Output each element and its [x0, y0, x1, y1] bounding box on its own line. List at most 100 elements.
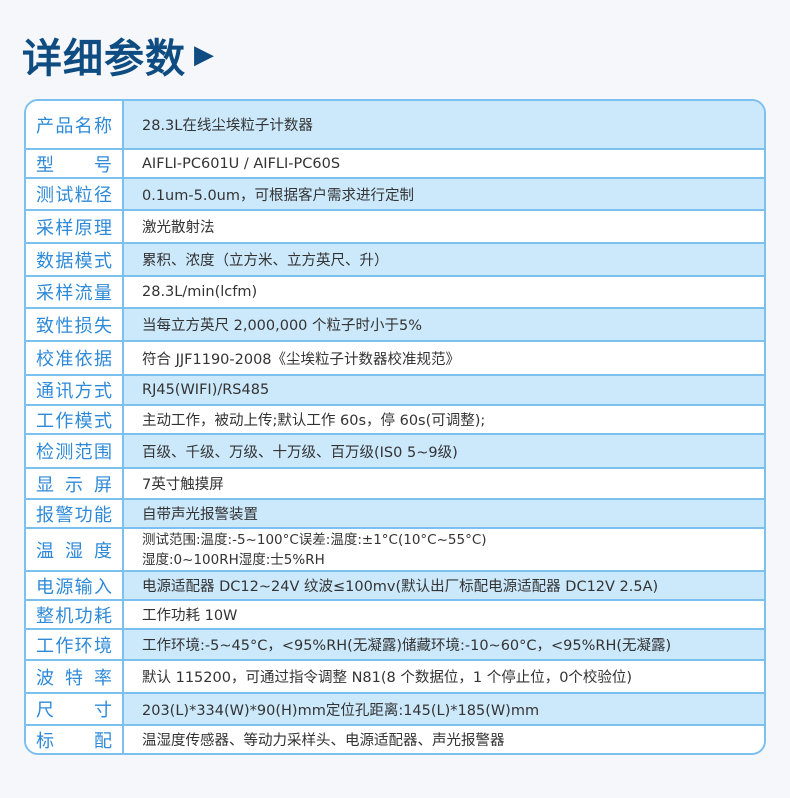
row-label-text: 通讯方式	[36, 381, 112, 402]
row-label: 整机功耗	[26, 601, 124, 628]
row-value-line: RJ45(WIFI)/RS485	[142, 382, 270, 398]
row-label: 采样原理	[26, 211, 124, 242]
row-label-text: 检测范围	[36, 442, 112, 463]
row-label: 检测范围	[26, 435, 124, 467]
row-value: 28.3L在线尘埃粒子计数器	[124, 101, 764, 148]
table-row: 标 配 温湿度传感器、等动力采样头、电源适配器、声光报警器	[26, 724, 764, 753]
row-value: RJ45(WIFI)/RS485	[124, 376, 764, 404]
row-label-text: 致性损失	[36, 315, 112, 337]
row-value-line: 203(L)*334(W)*90(H)mm定位孔距离:145(L)*185(W)…	[142, 702, 540, 719]
row-value: 默认 115200，可通过指令调整 N81(8 个数据位，1 个停止位，0个校验…	[124, 661, 764, 692]
table-row: 电源输入 电源适配器 DC12~24V 纹波≤100mv(默认出厂标配电源适配器 …	[26, 570, 764, 599]
table-row: 温湿度 测试范围:温度:-5~100°C误差:温度:±1°C(10°C~55°C)…	[26, 527, 764, 570]
row-label: 电源输入	[26, 572, 124, 599]
row-label-text: 报警功能	[36, 504, 112, 526]
row-label: 波特率	[26, 661, 124, 692]
row-label: 显示屏	[26, 469, 124, 498]
table-row: 整机功耗 工作功耗 10W	[26, 599, 764, 628]
row-label-text: 型 号	[36, 154, 112, 176]
row-value: 工作环境:-5~45°C，<95%RH(无凝露)储藏环境:-10~60°C，<9…	[124, 630, 764, 659]
row-label: 致性损失	[26, 309, 124, 340]
row-value-line: 默认 115200，可通过指令调整 N81(8 个数据位，1 个停止位，0个校验…	[142, 670, 633, 686]
page-title-text: 详细参数	[22, 36, 186, 82]
row-label-text: 显示屏	[36, 474, 112, 496]
row-label-text: 采样原理	[36, 217, 112, 239]
row-label-text: 整机功耗	[36, 605, 112, 627]
row-value-line: 28.3L/min(lcfm)	[142, 284, 258, 300]
row-label: 通讯方式	[26, 376, 124, 404]
table-row: 检测范围 百级、千级、万级、十万级、百万级(IS0 5~9级)	[26, 433, 764, 467]
row-value-line: 0.1um-5.0um，可根据客户需求进行定制	[142, 187, 414, 204]
table-row: 通讯方式 RJ45(WIFI)/RS485	[26, 374, 764, 404]
row-value: 电源适配器 DC12~24V 纹波≤100mv(默认出厂标配电源适配器 DC12…	[124, 572, 764, 599]
row-label: 数据模式	[26, 244, 124, 275]
row-value: 当每立方英尺 2,000,000 个粒子时小于5%	[124, 309, 764, 340]
row-value-line: 百级、千级、万级、十万级、百万级(IS0 5~9级)	[142, 444, 458, 461]
table-row: 产品名称 28.3L在线尘埃粒子计数器	[26, 101, 764, 148]
table-row: 波特率 默认 115200，可通过指令调整 N81(8 个数据位，1 个停止位，0…	[26, 659, 764, 692]
row-label: 采样流量	[26, 277, 124, 307]
row-value: 测试范围:温度:-5~100°C误差:温度:±1°C(10°C~55°C) 湿度:…	[124, 529, 764, 570]
table-row: 测试粒径 0.1um-5.0um，可根据客户需求进行定制	[26, 177, 764, 209]
table-row: 显示屏 7英寸触摸屏	[26, 467, 764, 498]
row-value-line: 电源适配器 DC12~24V 纹波≤100mv(默认出厂标配电源适配器 DC12…	[142, 579, 659, 595]
table-row: 报警功能 自带声光报警装置	[26, 498, 764, 527]
table-row: 校准依据 符合 JJF1190-2008《尘埃粒子计数器校准规范》	[26, 340, 764, 374]
row-value: 符合 JJF1190-2008《尘埃粒子计数器校准规范》	[124, 342, 764, 374]
row-label-text: 工作模式	[36, 410, 112, 432]
table-row: 型 号 AIFLI-PC601U / AIFLI-PC60S	[26, 148, 764, 177]
table-row: 工作环境 工作环境:-5~45°C，<95%RH(无凝露)储藏环境:-10~60°…	[26, 628, 764, 659]
row-label: 测试粒径	[26, 179, 124, 209]
row-label: 报警功能	[26, 500, 124, 527]
row-label-text: 测试粒径	[36, 185, 112, 206]
spec-table: 产品名称 28.3L在线尘埃粒子计数器型 号 AIFLI-PC601U / AIFL…	[24, 99, 766, 755]
table-row: 工作模式 主动工作，被动上传;默认工作 60s，停 60s(可调整);	[26, 404, 764, 433]
row-value-line: 工作环境:-5~45°C，<95%RH(无凝露)储藏环境:-10~60°C，<9…	[142, 638, 672, 654]
table-row: 致性损失 当每立方英尺 2,000,000 个粒子时小于5%	[26, 307, 764, 340]
row-value: 28.3L/min(lcfm)	[124, 277, 764, 307]
row-value: 累积、浓度（立方米、立方英尺、升）	[124, 244, 764, 275]
row-value: 0.1um-5.0um，可根据客户需求进行定制	[124, 179, 764, 209]
row-label-text: 校准依据	[36, 349, 112, 370]
row-value-line: 湿度:0~100RH湿度:士5%RH	[142, 551, 325, 568]
row-value-line: 7英寸触摸屏	[142, 477, 224, 493]
row-value-line: 激光散射法	[142, 220, 215, 236]
row-label: 产品名称	[26, 101, 124, 148]
row-value: 温湿度传感器、等动力采样头、电源适配器、声光报警器	[124, 726, 764, 753]
row-label-text: 采样流量	[36, 283, 112, 304]
row-value-line: AIFLI-PC601U / AIFLI-PC60S	[142, 155, 341, 172]
row-label-text: 电源输入	[36, 576, 112, 598]
row-label: 标 配	[26, 726, 124, 753]
row-value-line: 主动工作，被动上传;默认工作 60s，停 60s(可调整);	[142, 413, 486, 429]
row-value-line: 工作功耗 10W	[142, 608, 238, 624]
row-value: AIFLI-PC601U / AIFLI-PC60S	[124, 150, 764, 177]
row-label: 型 号	[26, 150, 124, 177]
row-label: 工作环境	[26, 630, 124, 659]
row-value-line: 测试范围:温度:-5~100°C误差:温度:±1°C(10°C~55°C)	[142, 531, 487, 548]
row-value: 百级、千级、万级、十万级、百万级(IS0 5~9级)	[124, 435, 764, 467]
table-row: 数据模式 累积、浓度（立方米、立方英尺、升）	[26, 242, 764, 275]
row-label: 温湿度	[26, 529, 124, 570]
row-value: 工作功耗 10W	[124, 601, 764, 628]
table-row: 尺 寸 203(L)*334(W)*90(H)mm定位孔距离:145(L)*185…	[26, 692, 764, 724]
row-value-line: 累积、浓度（立方米、立方英尺、升）	[142, 253, 389, 269]
row-label-text: 尺 寸	[36, 700, 112, 721]
row-label: 校准依据	[26, 342, 124, 374]
row-value-line: 28.3L在线尘埃粒子计数器	[142, 118, 313, 134]
row-value: 激光散射法	[124, 211, 764, 242]
row-label-text: 产品名称	[36, 115, 112, 137]
row-label-text: 标 配	[36, 730, 112, 752]
row-label-text: 工作环境	[36, 635, 112, 657]
row-value: 主动工作，被动上传;默认工作 60s，停 60s(可调整);	[124, 406, 764, 433]
page-title: 详细参数 ▶	[22, 26, 215, 84]
row-value-line: 当每立方英尺 2,000,000 个粒子时小于5%	[142, 318, 423, 334]
triangle-right-icon: ▶	[194, 40, 215, 70]
row-value-line: 符合 JJF1190-2008《尘埃粒子计数器校准规范》	[142, 351, 461, 368]
row-value-line: 温湿度传感器、等动力采样头、电源适配器、声光报警器	[142, 733, 505, 749]
row-label-text: 数据模式	[36, 250, 112, 272]
row-label-text: 温湿度	[36, 540, 112, 562]
row-label-text: 波特率	[36, 667, 112, 689]
row-value: 7英寸触摸屏	[124, 469, 764, 498]
row-label: 尺 寸	[26, 694, 124, 724]
table-row: 采样流量 28.3L/min(lcfm)	[26, 275, 764, 307]
